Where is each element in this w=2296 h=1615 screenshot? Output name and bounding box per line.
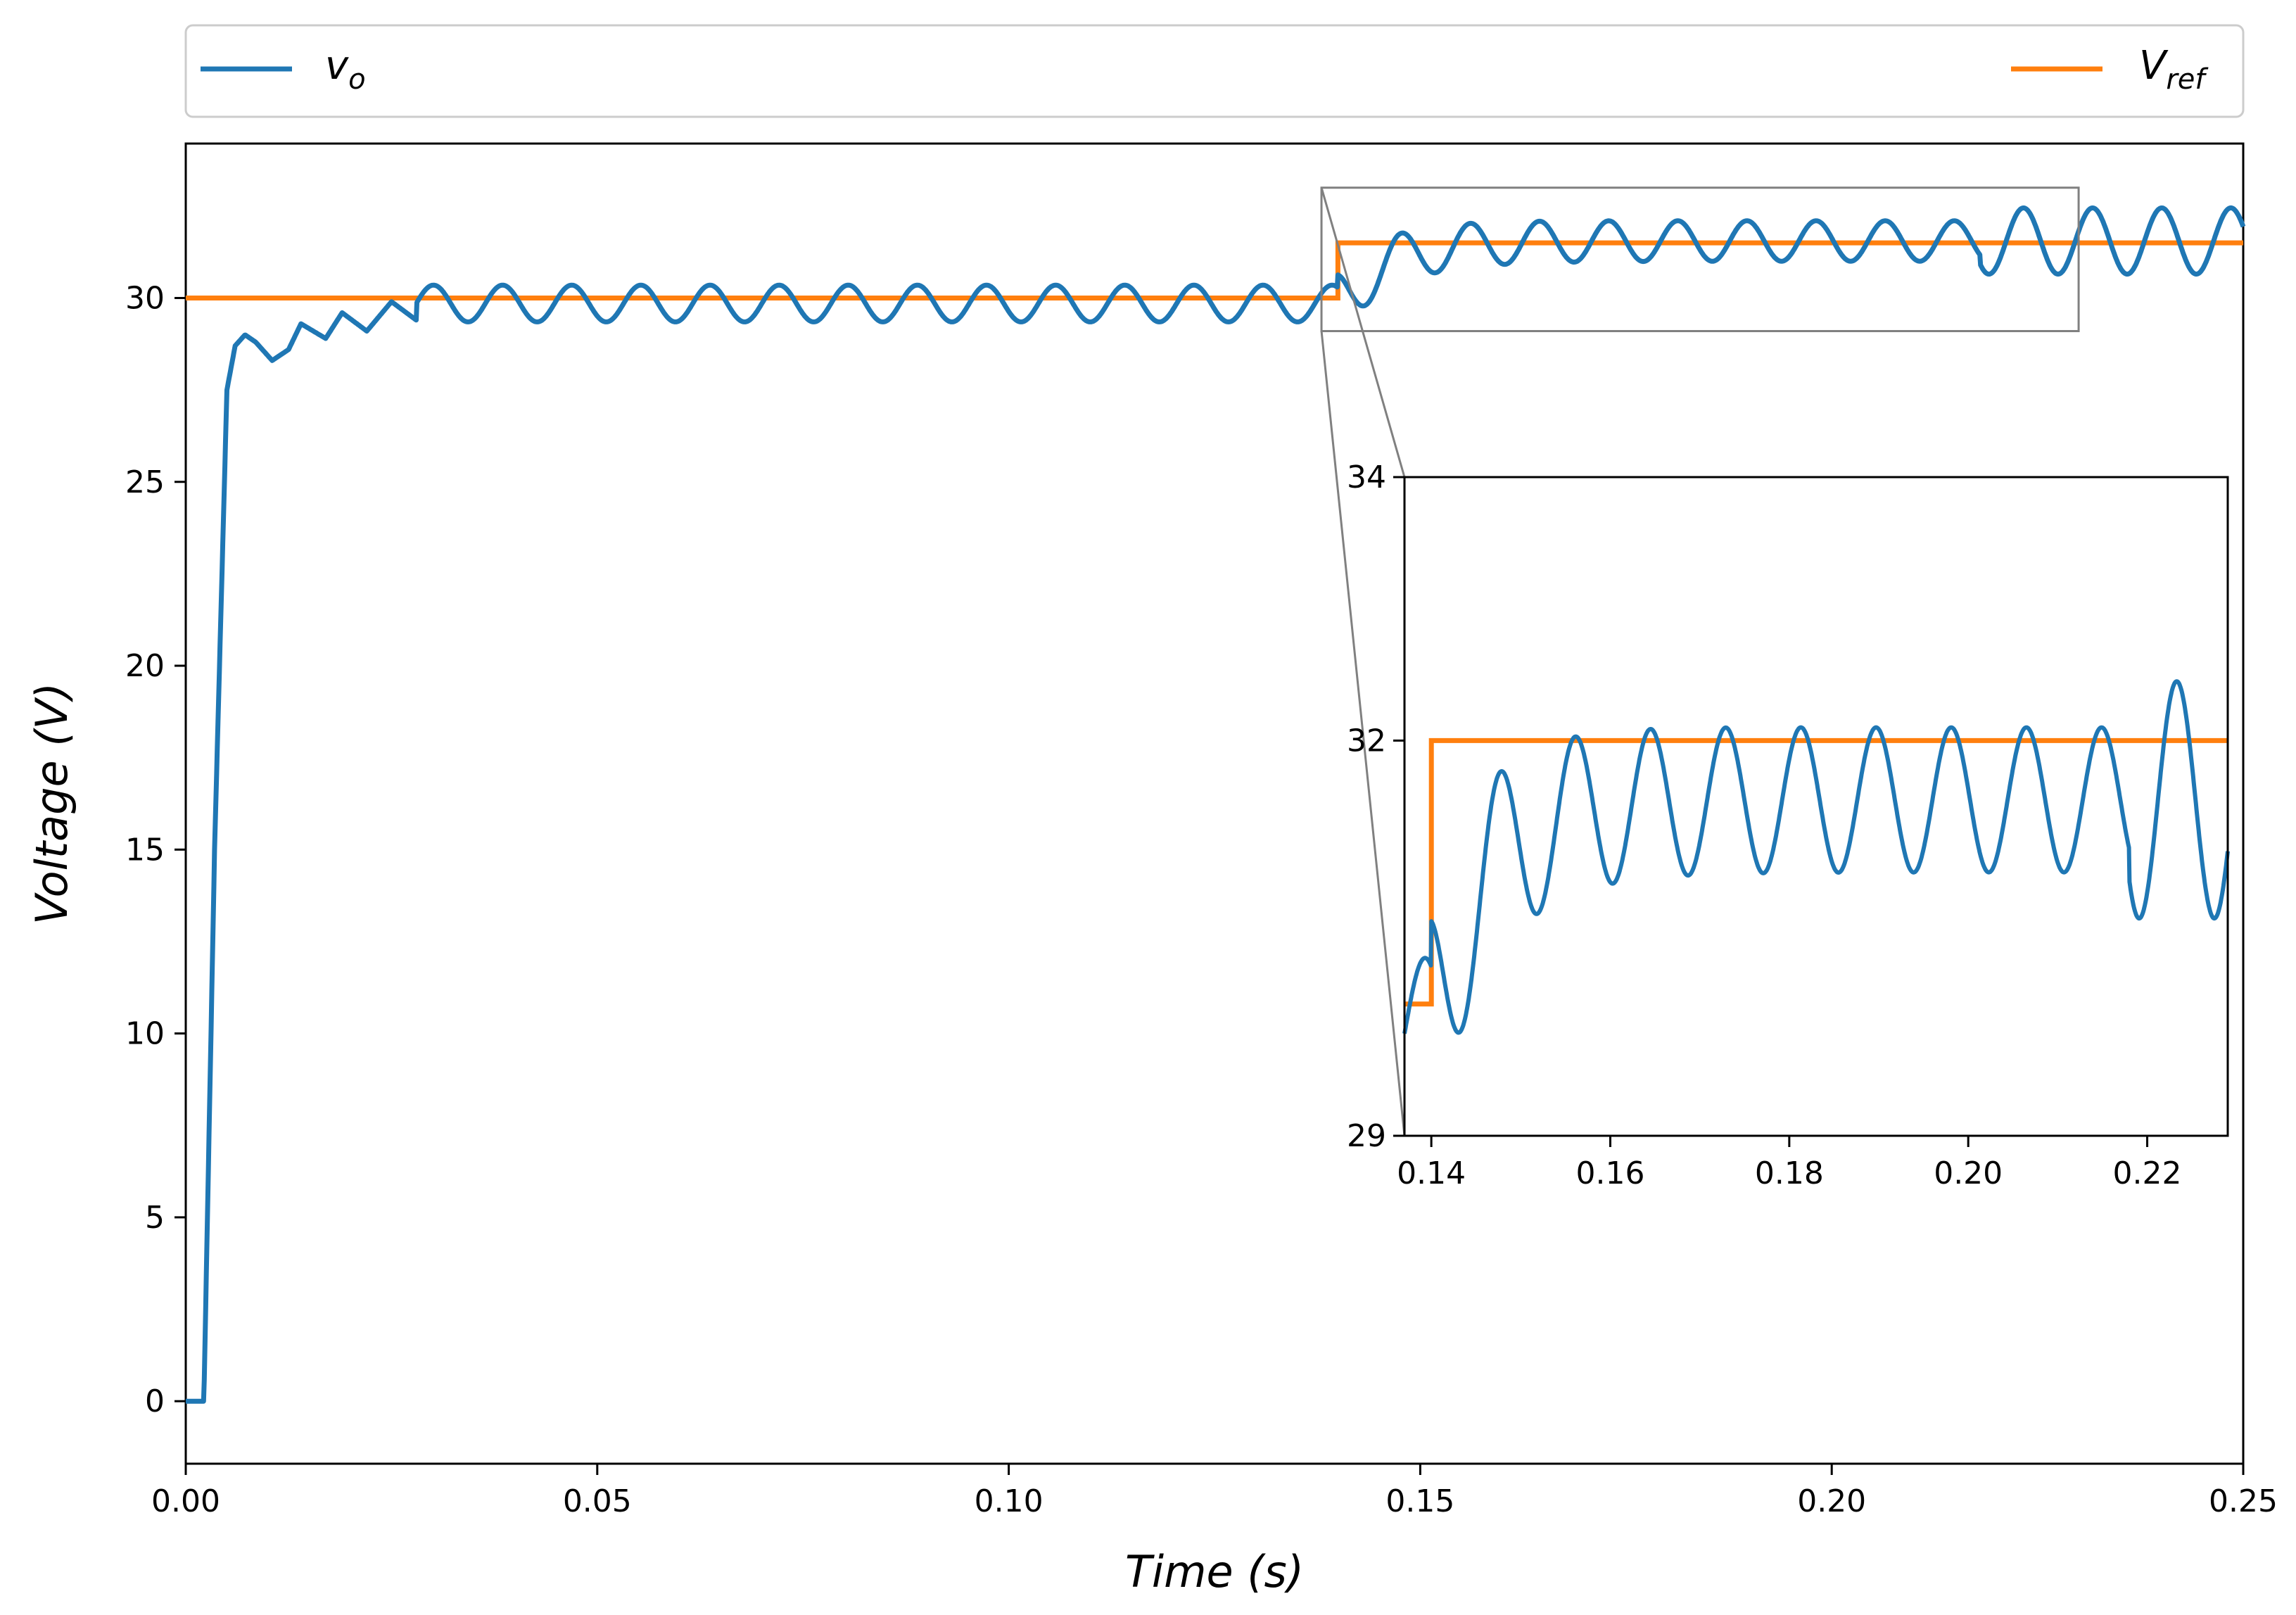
legend-frame [184, 24, 2245, 118]
inset-x-tick-label: 0.14 [1397, 1155, 1466, 1191]
legend-label-vo: vo [325, 43, 366, 96]
inset-y-tick-label: 34 [1347, 460, 1386, 495]
inset-background [1404, 477, 2228, 1136]
y-tick-label: 10 [125, 1016, 165, 1052]
x-tick-label: 0.10 [975, 1483, 1044, 1519]
main-plot: 0.00 0.05 0.10 0.15 0.20 0.25 0 5 10 15 20 25 30 Ti… [26, 142, 2278, 1597]
inset-x-tick-label: 0.16 [1576, 1155, 1645, 1191]
inset-x-tick-label: 0.22 [2113, 1155, 2182, 1191]
x-tick-label: 0.25 [2209, 1483, 2278, 1519]
inset-y-tick-label: 29 [1347, 1118, 1386, 1154]
inset-axes-frame [1403, 476, 2229, 1137]
legend-label-vref: Vref [2139, 43, 2209, 96]
main-y-ticks: 0 5 10 15 20 25 30 [125, 280, 186, 1419]
y-tick-label: 25 [125, 464, 165, 500]
y-axis-title: Voltage (V) [26, 683, 77, 925]
y-tick-label: 5 [145, 1200, 165, 1236]
x-tick-label: 0.15 [1385, 1483, 1454, 1519]
zoom-connector-line [1320, 331, 1406, 1136]
inset-y-ticks: 29 32 34 [1347, 460, 1404, 1154]
inset-series-line-vref [1404, 737, 2228, 1007]
series-line-vref [186, 240, 2243, 300]
x-tick-label: 0.00 [151, 1483, 220, 1519]
y-tick-label: 15 [125, 832, 165, 868]
x-axis-title: Time (s) [1125, 1546, 1304, 1597]
main-axes-frame [184, 142, 2245, 1465]
x-tick-label: 0.20 [1797, 1483, 1866, 1519]
legend: vo Vref [184, 24, 2245, 118]
inset-y-tick-label: 32 [1347, 723, 1386, 759]
zoom-region-box [1320, 186, 2080, 333]
y-tick-label: 0 [145, 1383, 165, 1419]
inset-plot: 0.14 0.16 0.18 0.20 0.22 29 32 34 [1347, 460, 2230, 1191]
x-tick-label: 0.05 [563, 1483, 632, 1519]
y-tick-label: 20 [125, 648, 165, 684]
inset-x-tick-label: 0.18 [1755, 1155, 1824, 1191]
inset-series-line-vo [1402, 679, 2230, 1035]
inset-x-tick-label: 0.20 [1934, 1155, 2003, 1191]
y-tick-label: 30 [125, 280, 165, 316]
zoom-connector-line [1320, 187, 1406, 478]
main-x-ticks: 0.00 0.05 0.10 0.15 0.20 0.25 [151, 1464, 2278, 1519]
series-line-vo [184, 205, 2246, 1404]
inset-x-ticks: 0.14 0.16 0.18 0.20 0.22 [1397, 1136, 2182, 1191]
